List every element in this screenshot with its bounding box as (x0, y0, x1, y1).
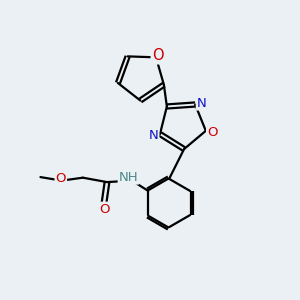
Text: N: N (197, 97, 206, 110)
Text: O: O (56, 172, 66, 185)
Text: NH: NH (119, 171, 138, 184)
Text: N: N (148, 129, 158, 142)
Text: O: O (207, 126, 217, 139)
Text: O: O (99, 203, 109, 216)
Text: O: O (152, 48, 163, 63)
